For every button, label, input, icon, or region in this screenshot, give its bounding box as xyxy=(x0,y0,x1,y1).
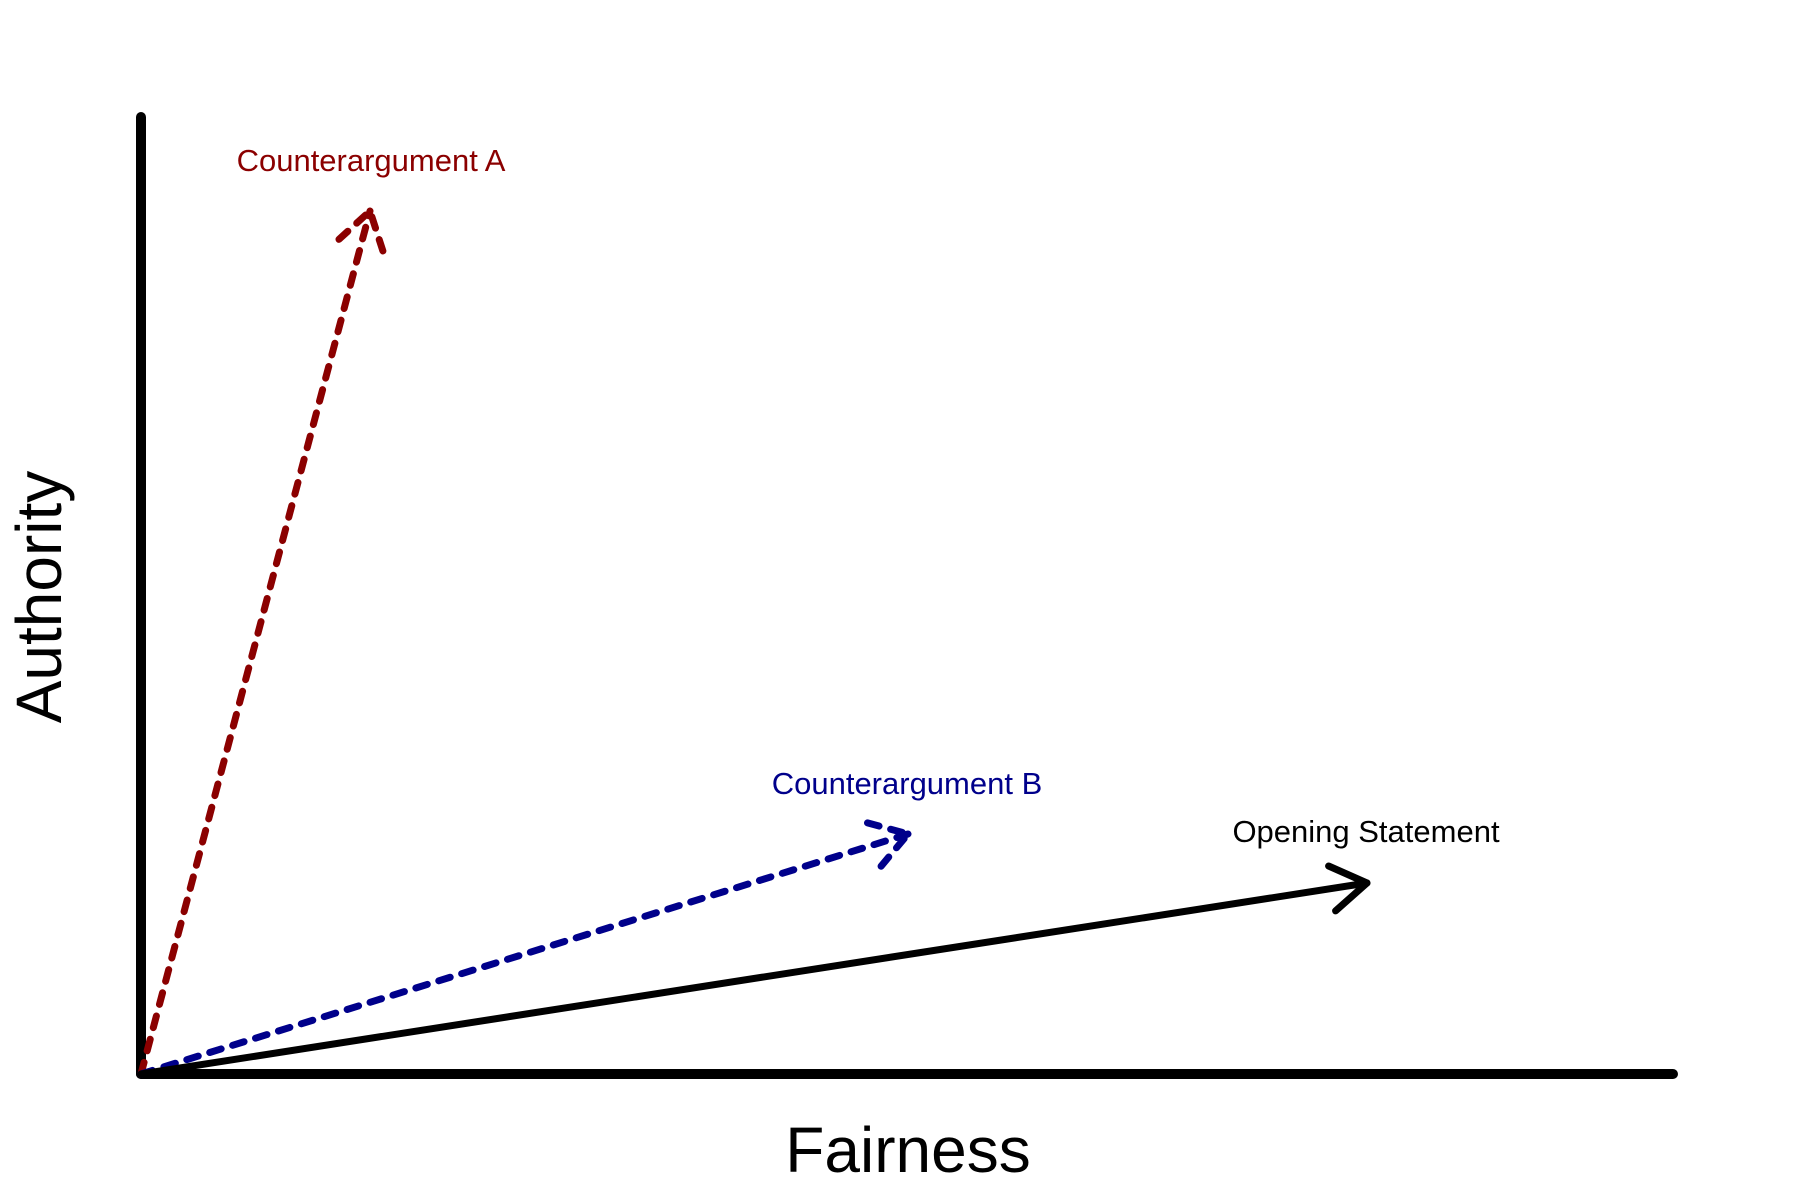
arrow-head xyxy=(335,207,387,255)
vector-label: Opening Statement xyxy=(1232,814,1500,849)
y-axis-label: Authority xyxy=(3,471,75,724)
vector-label: Counterargument A xyxy=(237,143,506,178)
x-axis-label: Fairness xyxy=(785,1114,1030,1186)
vector-arrow xyxy=(137,207,374,1078)
vector-arrow xyxy=(137,830,912,1078)
arrow-head xyxy=(1325,862,1371,915)
vector-arrow xyxy=(137,879,1371,1078)
vector-label: Counterargument B xyxy=(772,766,1043,801)
arrow-head xyxy=(863,819,912,870)
